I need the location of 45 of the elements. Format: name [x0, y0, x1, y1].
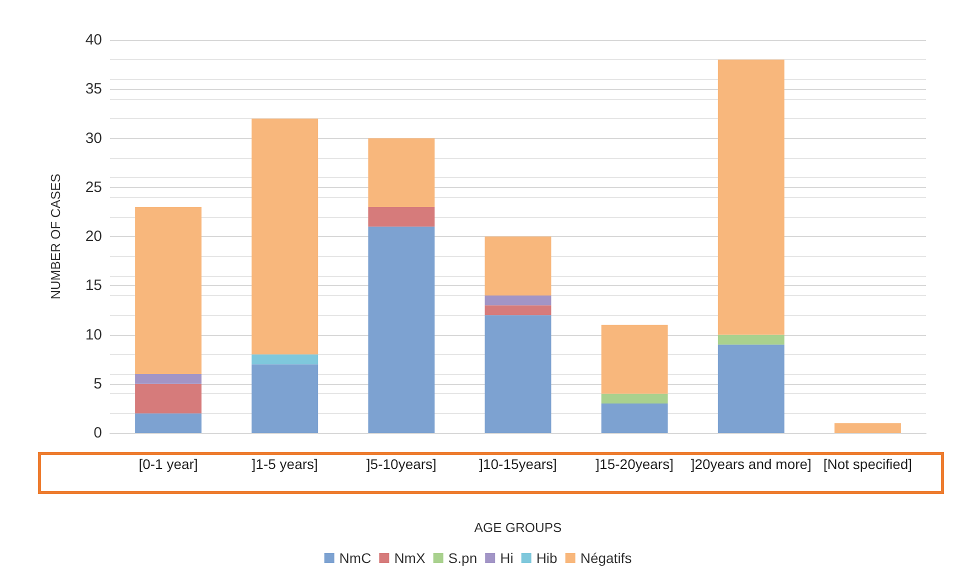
y-tick-label: 25 [85, 178, 102, 196]
bar [252, 118, 318, 354]
y-tick-label: 15 [85, 277, 102, 294]
bar [135, 413, 202, 433]
bar [368, 138, 435, 208]
bar [601, 394, 668, 404]
y-tick-label: 0 [94, 424, 102, 442]
bar [834, 423, 901, 433]
bar [484, 305, 552, 316]
y-tick-label: 40 [85, 32, 102, 48]
y-tick-label: 30 [85, 130, 102, 147]
bar [484, 295, 552, 306]
y-tick-label: 5 [94, 375, 102, 392]
x-tick-label: ]10-15years] [479, 456, 557, 472]
bar [718, 344, 784, 433]
y-tick-label: 20 [85, 228, 102, 245]
bar [252, 354, 318, 364]
legend-label: NmX [394, 550, 426, 566]
bar [252, 364, 318, 433]
bar [601, 324, 668, 394]
bar [484, 315, 552, 433]
x-tick-label: ]1-5 years] [252, 456, 318, 472]
x-tick-label: ]20years and more] [690, 456, 812, 472]
bar [484, 236, 552, 296]
legend-label: Négatifs [580, 550, 632, 566]
bar [135, 384, 202, 414]
x-axis-title: AGE GROUPS [474, 520, 562, 535]
legend-label: NmC [339, 550, 372, 566]
y-axis-title: NUMBER OF CASES [48, 173, 63, 300]
bar [135, 374, 202, 384]
bar [135, 207, 202, 374]
y-tick-label: 35 [85, 80, 102, 98]
legend-label: Hib [536, 550, 558, 566]
legend-label: S.pn [448, 550, 478, 566]
bar [601, 404, 668, 433]
bar [368, 226, 435, 433]
bar [718, 334, 784, 345]
x-tick-label: [Not specified] [823, 456, 912, 472]
bar [718, 60, 784, 335]
y-tick-label: 10 [85, 326, 102, 344]
legend-label: Hi [500, 550, 514, 566]
x-tick-label: ]5-10years] [366, 456, 436, 472]
bar [368, 207, 435, 227]
x-tick-label: [0-1 year] [138, 456, 198, 472]
x-tick-label: ]15-20years] [596, 456, 674, 472]
